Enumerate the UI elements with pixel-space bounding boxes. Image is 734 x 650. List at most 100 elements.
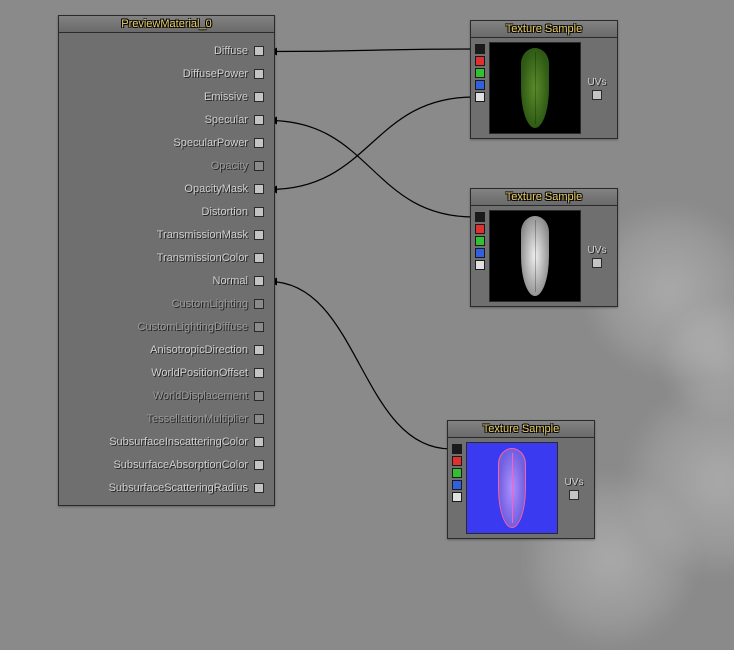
output-pin[interactable] [452, 456, 462, 466]
pin-input[interactable] [254, 161, 264, 171]
pin-label: SubsurfaceScatteringRadius [109, 482, 248, 494]
texture-sample-body: UVs [471, 38, 617, 138]
pin-label: Emissive [204, 91, 248, 103]
input-column: UVs [585, 210, 609, 302]
pin-input[interactable] [254, 92, 264, 102]
pin-input[interactable] [254, 322, 264, 332]
output-pin[interactable] [475, 260, 485, 270]
pin-label: SubsurfaceAbsorptionColor [113, 459, 248, 471]
pin-input[interactable] [254, 230, 264, 240]
material-pin-row: SubsurfaceInscatteringColor [65, 430, 264, 453]
texture-thumbnail [466, 442, 558, 534]
texture-sample-title: Texture Sample [471, 21, 617, 38]
pin-label: OpacityMask [184, 183, 248, 195]
texture-sample-node[interactable]: Texture Sample UVs [470, 188, 618, 307]
material-pin-row: Normal [65, 269, 264, 292]
material-pin-row: OpacityMask [65, 177, 264, 200]
pin-input[interactable] [254, 437, 264, 447]
pin-input[interactable] [254, 414, 264, 424]
texture-sample-title: Texture Sample [471, 189, 617, 206]
pin-label: SubsurfaceInscatteringColor [109, 436, 248, 448]
texture-sample-body: UVs [471, 206, 617, 306]
pin-label: WorldPositionOffset [151, 367, 248, 379]
pin-input[interactable] [254, 460, 264, 470]
material-pin-row: Diffuse [65, 39, 264, 62]
input-column: UVs [585, 42, 609, 134]
material-pins: Diffuse DiffusePower Emissive Specular Specu… [59, 33, 274, 505]
pin-input[interactable] [254, 184, 264, 194]
leaf-icon [521, 216, 549, 296]
pin-label: Opacity [211, 160, 248, 172]
material-node[interactable]: PreviewMaterial_0 Diffuse DiffusePower Emi… [58, 15, 275, 506]
output-pin[interactable] [452, 468, 462, 478]
input-column: UVs [562, 442, 586, 534]
pin-label: DiffusePower [183, 68, 248, 80]
uvs-input-pin[interactable] [569, 490, 579, 500]
output-pin[interactable] [452, 444, 462, 454]
material-title: PreviewMaterial_0 [59, 16, 274, 33]
pin-input[interactable] [254, 345, 264, 355]
material-pin-row: Opacity [65, 154, 264, 177]
pin-label: TransmissionColor [157, 252, 248, 264]
pin-input[interactable] [254, 391, 264, 401]
material-pin-row: DiffusePower [65, 62, 264, 85]
material-pin-row: TessellationMultiplier [65, 407, 264, 430]
pin-input[interactable] [254, 69, 264, 79]
pin-label: Normal [213, 275, 248, 287]
material-pin-row: Distortion [65, 200, 264, 223]
output-pin[interactable] [475, 248, 485, 258]
pin-label: CustomLightingDiffuse [138, 321, 248, 333]
uvs-label: UVs [588, 245, 607, 256]
texture-sample-title: Texture Sample [448, 421, 594, 438]
output-pin[interactable] [475, 44, 485, 54]
pin-input[interactable] [254, 207, 264, 217]
uvs-input-pin[interactable] [592, 258, 602, 268]
material-pin-row: SubsurfaceAbsorptionColor [65, 453, 264, 476]
material-pin-row: TransmissionColor [65, 246, 264, 269]
pin-input[interactable] [254, 299, 264, 309]
uvs-label: UVs [565, 477, 584, 488]
material-pin-row: TransmissionMask [65, 223, 264, 246]
pin-input[interactable] [254, 253, 264, 263]
output-pin[interactable] [475, 224, 485, 234]
texture-thumbnail [489, 210, 581, 302]
texture-sample-node[interactable]: Texture Sample UVs [470, 20, 618, 139]
material-pin-row: WorldPositionOffset [65, 361, 264, 384]
pin-input[interactable] [254, 138, 264, 148]
output-pins [475, 42, 485, 134]
output-pins [452, 442, 462, 534]
pin-label: Distortion [202, 206, 248, 218]
pin-label: TessellationMultiplier [147, 413, 249, 425]
material-pin-row: SpecularPower [65, 131, 264, 154]
uvs-label: UVs [588, 77, 607, 88]
output-pin[interactable] [452, 492, 462, 502]
texture-sample-body: UVs [448, 438, 594, 538]
material-pin-row: Emissive [65, 85, 264, 108]
pin-input[interactable] [254, 46, 264, 56]
texture-sample-node[interactable]: Texture Sample UVs [447, 420, 595, 539]
texture-thumbnail [489, 42, 581, 134]
output-pin[interactable] [475, 92, 485, 102]
material-pin-row: CustomLightingDiffuse [65, 315, 264, 338]
material-pin-row: SubsurfaceScatteringRadius [65, 476, 264, 499]
output-pin[interactable] [475, 80, 485, 90]
pin-label: Specular [205, 114, 248, 126]
pin-input[interactable] [254, 483, 264, 493]
output-pin[interactable] [475, 68, 485, 78]
output-pins [475, 210, 485, 302]
pin-input[interactable] [254, 368, 264, 378]
pin-input[interactable] [254, 276, 264, 286]
pin-label: Diffuse [214, 45, 248, 57]
material-pin-row: AnisotropicDirection [65, 338, 264, 361]
pin-label: AnisotropicDirection [150, 344, 248, 356]
uvs-input-pin[interactable] [592, 90, 602, 100]
wire [269, 282, 451, 450]
pin-input[interactable] [254, 115, 264, 125]
output-pin[interactable] [452, 480, 462, 490]
material-pin-row: Specular [65, 108, 264, 131]
pin-label: CustomLighting [172, 298, 248, 310]
output-pin[interactable] [475, 236, 485, 246]
leaf-icon [521, 48, 549, 128]
output-pin[interactable] [475, 212, 485, 222]
output-pin[interactable] [475, 56, 485, 66]
